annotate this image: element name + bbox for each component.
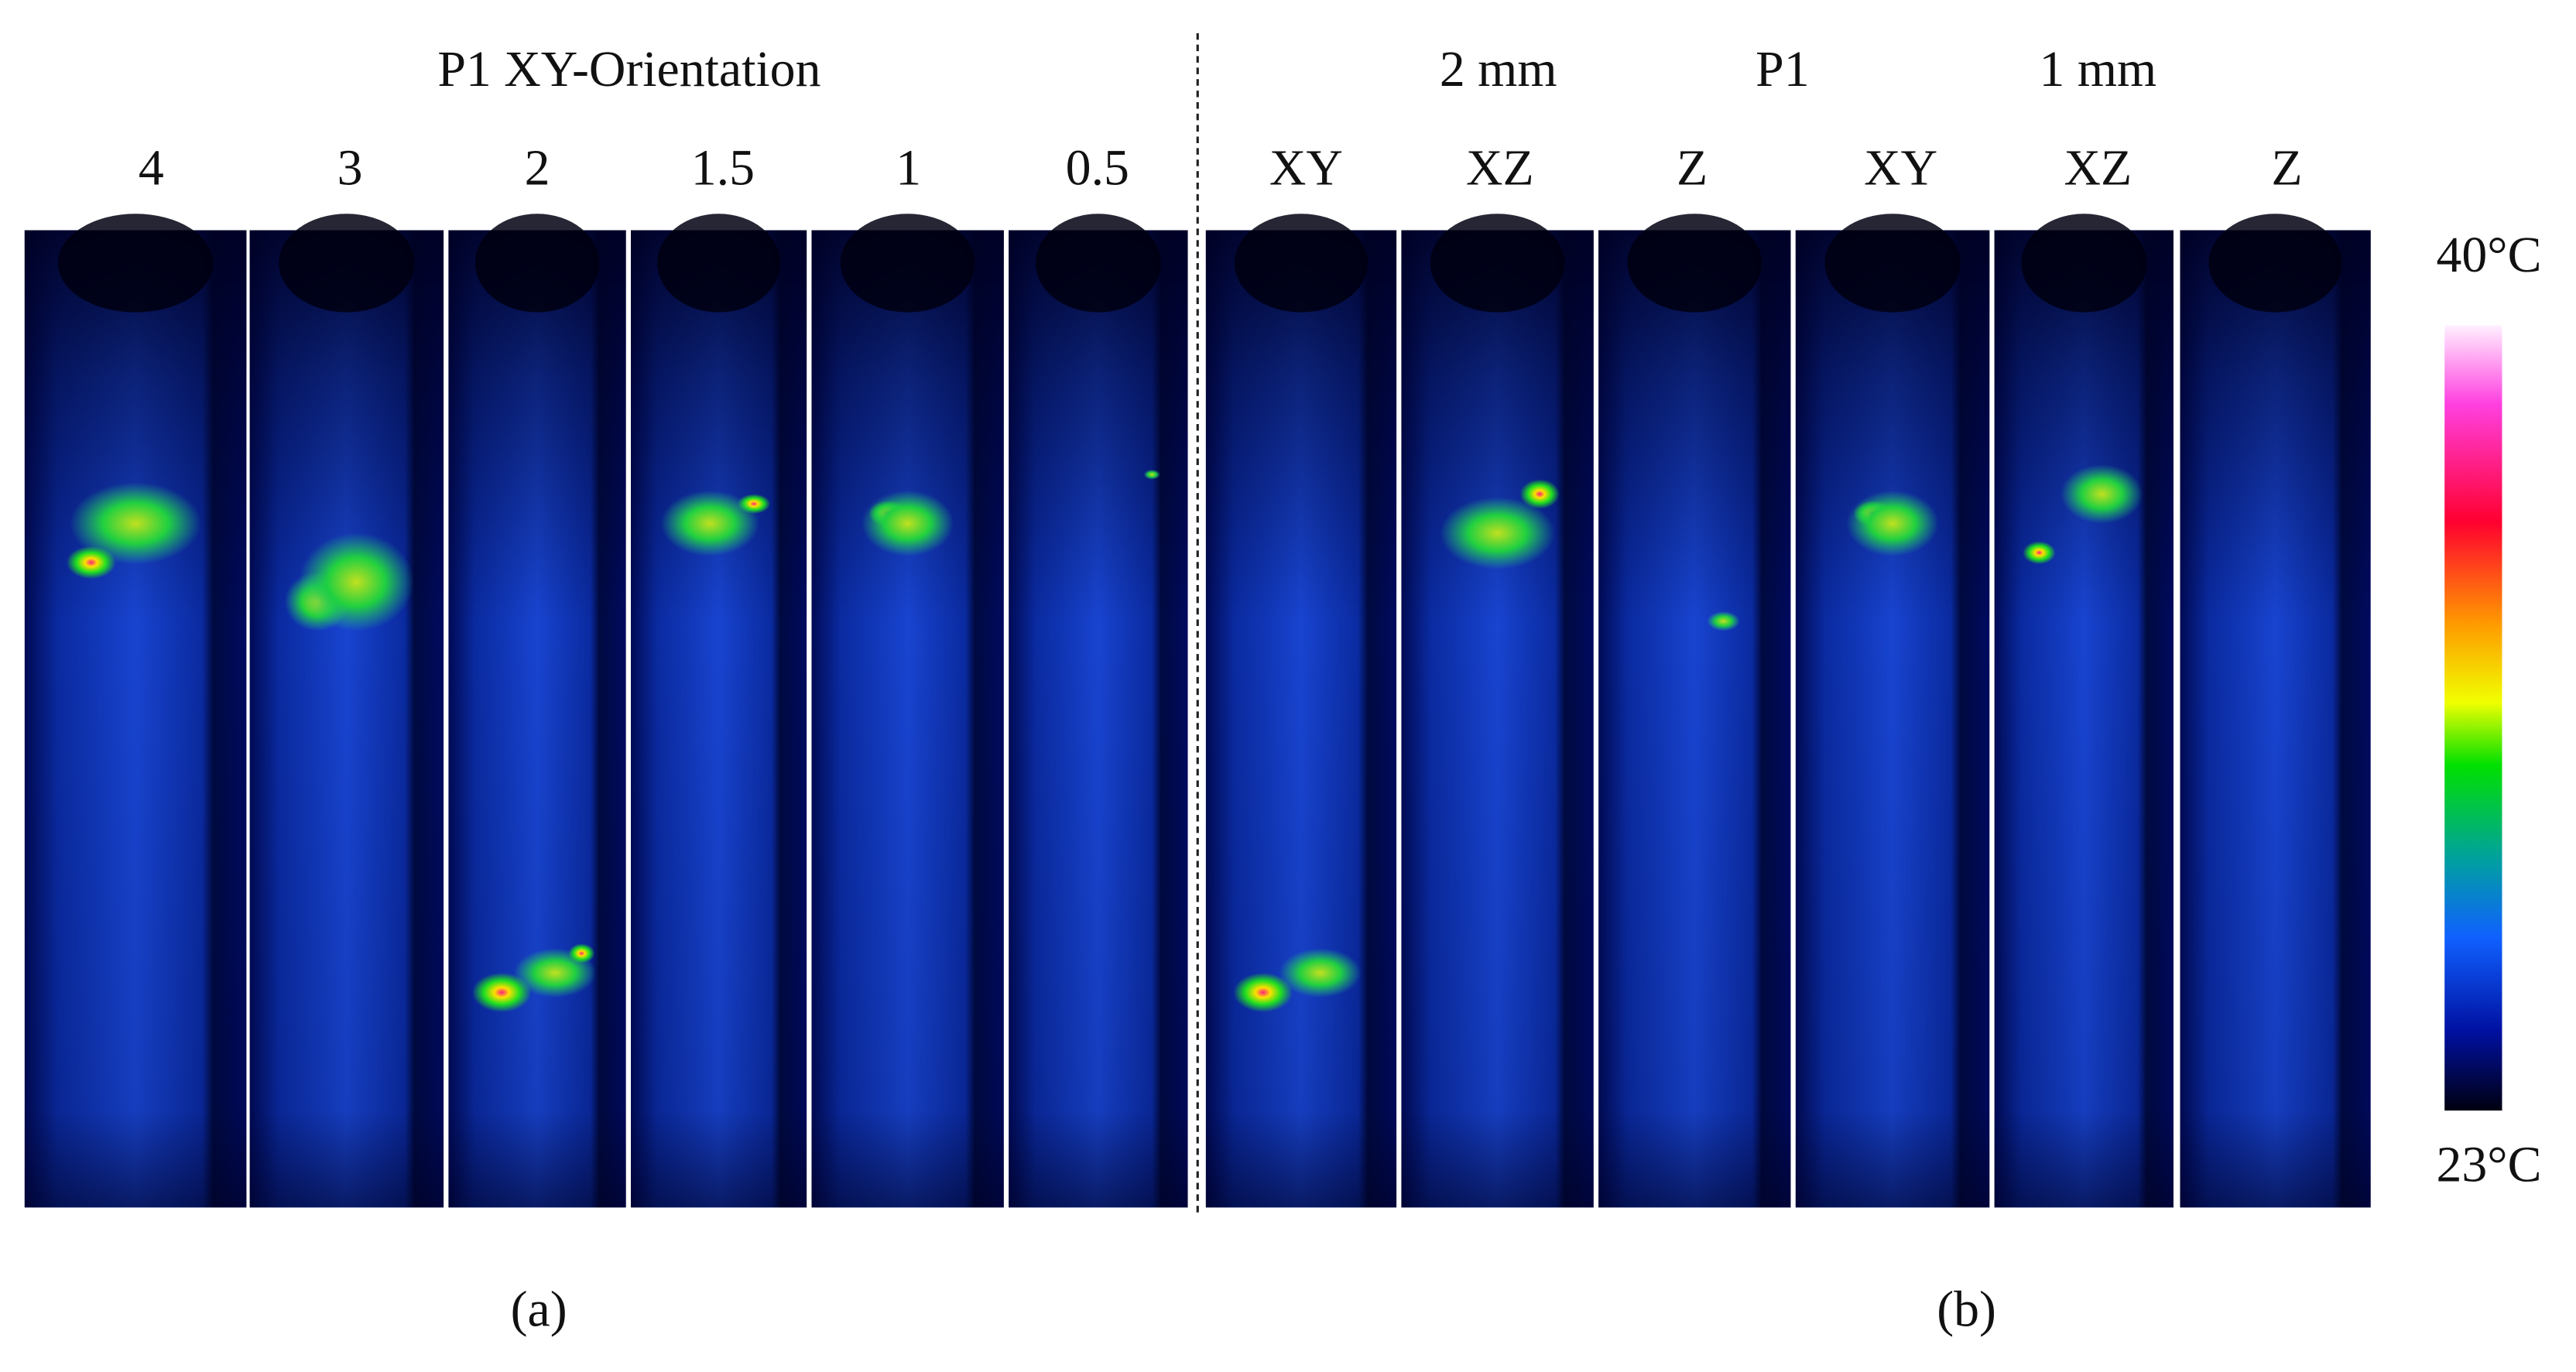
panel-shade <box>24 230 247 1208</box>
hot-spot <box>2060 464 2143 524</box>
hot-spot <box>299 532 414 631</box>
hot-spot <box>1519 479 1560 509</box>
panel-shade <box>1009 230 1188 1208</box>
caption: (b) <box>1937 1281 1996 1337</box>
panel-top-blob <box>2208 214 2342 313</box>
colorbar-min: 23°C <box>2437 1137 2542 1193</box>
column-label: 2 <box>525 139 550 196</box>
thermal-panel <box>1994 214 2174 1208</box>
panel-top-blob <box>2021 214 2147 313</box>
column-label: Z <box>1677 139 1708 196</box>
column-label: Z <box>2271 139 2302 196</box>
panel-top-blob <box>474 214 600 313</box>
panel-top-blob <box>1430 214 1565 313</box>
header-b: 1 mm <box>2040 41 2157 98</box>
hot-spot <box>1440 497 1555 570</box>
thermal-panel <box>1205 214 1397 1208</box>
panel-top-blob <box>1824 214 1961 313</box>
header-b: 2 mm <box>1440 41 1557 98</box>
column-label: 1.5 <box>691 139 755 196</box>
panel-shade <box>811 230 1004 1208</box>
column-label: 0.5 <box>1066 139 1129 196</box>
column-label: XZ <box>2064 139 2132 196</box>
thermal-panel <box>24 214 247 1208</box>
thermal-panel <box>1795 214 1990 1208</box>
panel-top-blob <box>1035 214 1161 313</box>
thermal-panel <box>2180 214 2371 1208</box>
panel-shade <box>631 230 807 1208</box>
hot-spot <box>1707 611 1740 631</box>
hot-spot <box>2023 541 2056 565</box>
panel-top-blob <box>57 214 214 313</box>
panel-shade <box>1205 230 1397 1208</box>
panel-shade <box>448 230 626 1208</box>
panel-top-blob <box>657 214 781 313</box>
hot-spot <box>862 490 954 556</box>
hot-spot <box>568 943 595 963</box>
caption: (a) <box>511 1281 567 1337</box>
header-a: P1 XY-Orientation <box>437 41 820 98</box>
panel-top-blob <box>840 214 975 313</box>
thermal-panel <box>1009 214 1188 1208</box>
column-label: 1 <box>896 139 921 196</box>
panel-top-blob <box>1234 214 1368 313</box>
hot-spot <box>1143 469 1160 480</box>
thermal-panel <box>1401 214 1594 1208</box>
column-label: XZ <box>1466 139 1534 196</box>
thermal-panel <box>631 214 807 1208</box>
thermal-panel <box>448 214 626 1208</box>
hot-spot <box>1233 973 1293 1013</box>
thermal-panel <box>811 214 1004 1208</box>
colorbar <box>2444 325 2502 1111</box>
panel-shade <box>2180 230 2371 1208</box>
panel-top-blob <box>279 214 415 313</box>
hot-spot <box>471 973 532 1013</box>
thermal-panel <box>1598 214 1791 1208</box>
column-label: XY <box>1269 139 1343 196</box>
column-label: 4 <box>139 139 164 196</box>
hot-spot <box>70 482 202 565</box>
hot-spot <box>66 546 116 580</box>
hot-spot <box>660 490 759 556</box>
panel-shade <box>1598 230 1791 1208</box>
hot-spot <box>1279 948 1362 998</box>
header-b: P1 <box>1756 41 1809 98</box>
thermal-panel <box>249 214 444 1208</box>
panel-top-blob <box>1627 214 1762 313</box>
panel-shade <box>1401 230 1594 1208</box>
colorbar-max: 40°C <box>2437 227 2542 283</box>
panel-shade <box>1795 230 1990 1208</box>
column-label: XY <box>1864 139 1937 196</box>
panel-shade <box>1994 230 2174 1208</box>
hot-spot <box>1846 490 1939 556</box>
column-label: 3 <box>337 139 363 196</box>
panel-shade <box>249 230 444 1208</box>
